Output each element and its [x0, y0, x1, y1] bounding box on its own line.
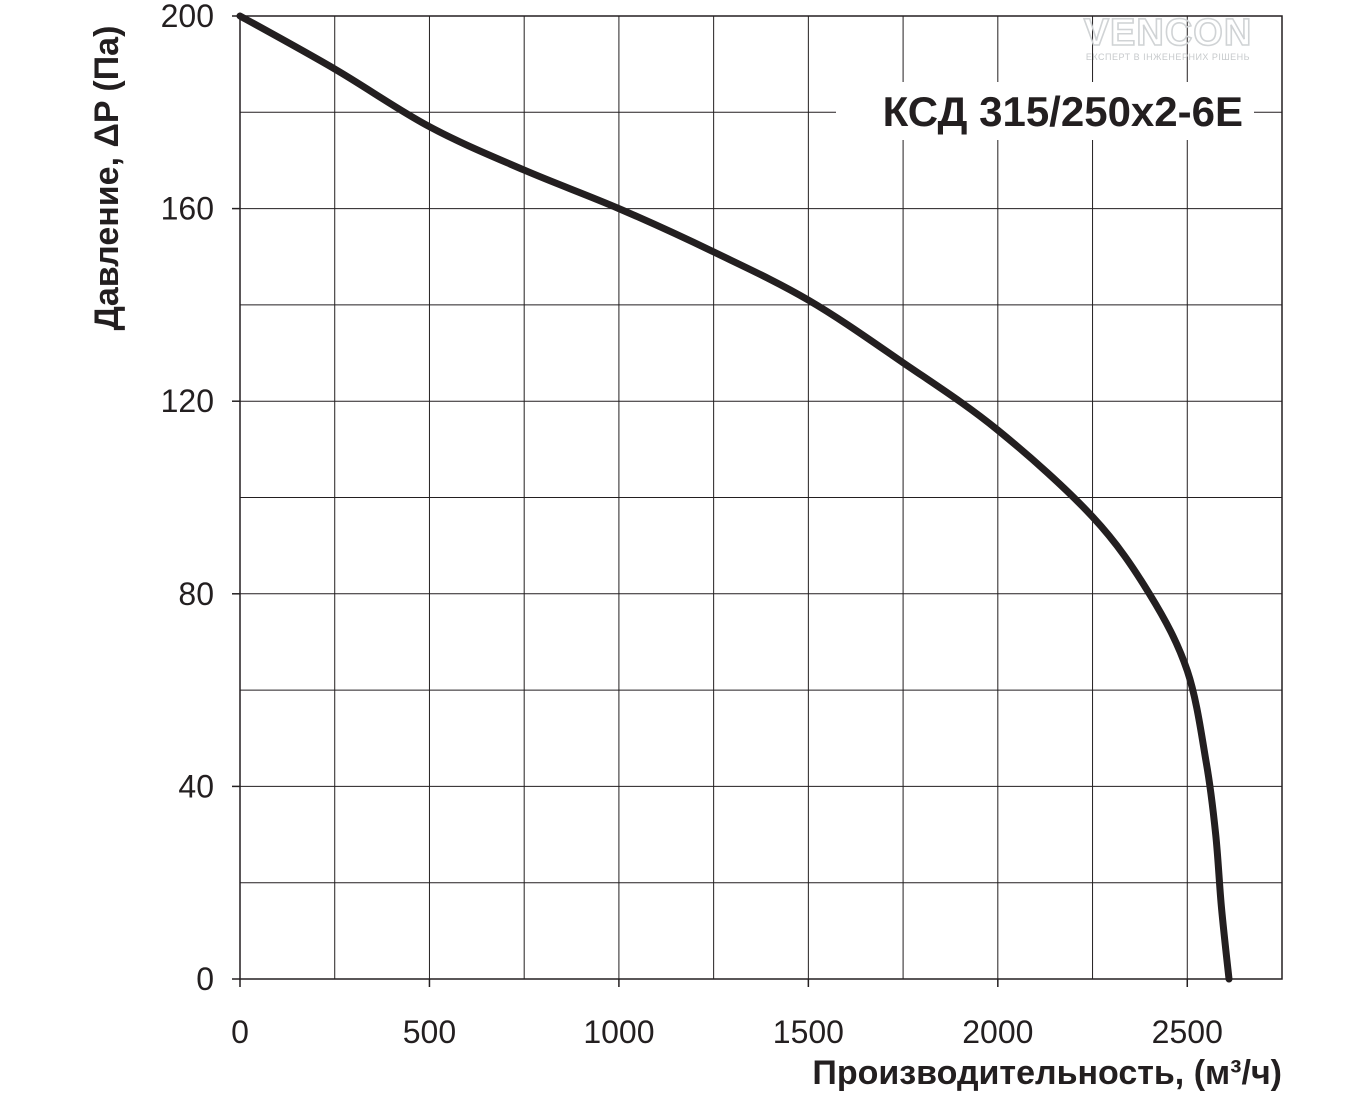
watermark-brand: VENCON [1084, 12, 1253, 54]
x-tick-label: 2500 [1152, 1014, 1223, 1050]
y-tick-label: 0 [196, 961, 214, 997]
y-tick-labels: 0 40 80 120 160 200 [161, 0, 240, 997]
x-tick-label: 1500 [773, 1014, 844, 1050]
x-tick-label: 0 [231, 1014, 249, 1050]
chart-grid [239, 15, 1283, 980]
chart-series-group [236, 12, 1233, 983]
watermark-tagline: ЕКСПЕРТ В ІНЖЕНЕРНИХ РІШЕНЬ [1086, 52, 1250, 62]
y-tick-label: 160 [161, 191, 214, 227]
x-tick-label: 500 [403, 1014, 456, 1050]
y-tick-label: 40 [178, 768, 214, 804]
x-tick-label: 1000 [583, 1014, 654, 1050]
chart-title: КСД 315/250x2-6Е [883, 88, 1243, 135]
performance-curve [236, 12, 1233, 983]
y-tick-label: 200 [161, 0, 214, 34]
vencon-watermark: VENCON ЕКСПЕРТ В ІНЖЕНЕРНИХ РІШЕНЬ [1083, 11, 1253, 62]
x-tick-labels: 0 500 1000 1500 2000 2500 [231, 979, 1223, 1050]
x-axis-title: Производительность, (м³/ч) [812, 1054, 1282, 1092]
chart-title-background [836, 82, 1254, 140]
chart-title-group: КСД 315/250x2-6Е [836, 82, 1254, 140]
y-axis-title: Давление, ΔP (Па) [88, 26, 126, 331]
y-tick-label: 120 [161, 383, 214, 419]
y-tick-label: 80 [178, 576, 214, 612]
x-tick-label: 2000 [962, 1014, 1033, 1050]
